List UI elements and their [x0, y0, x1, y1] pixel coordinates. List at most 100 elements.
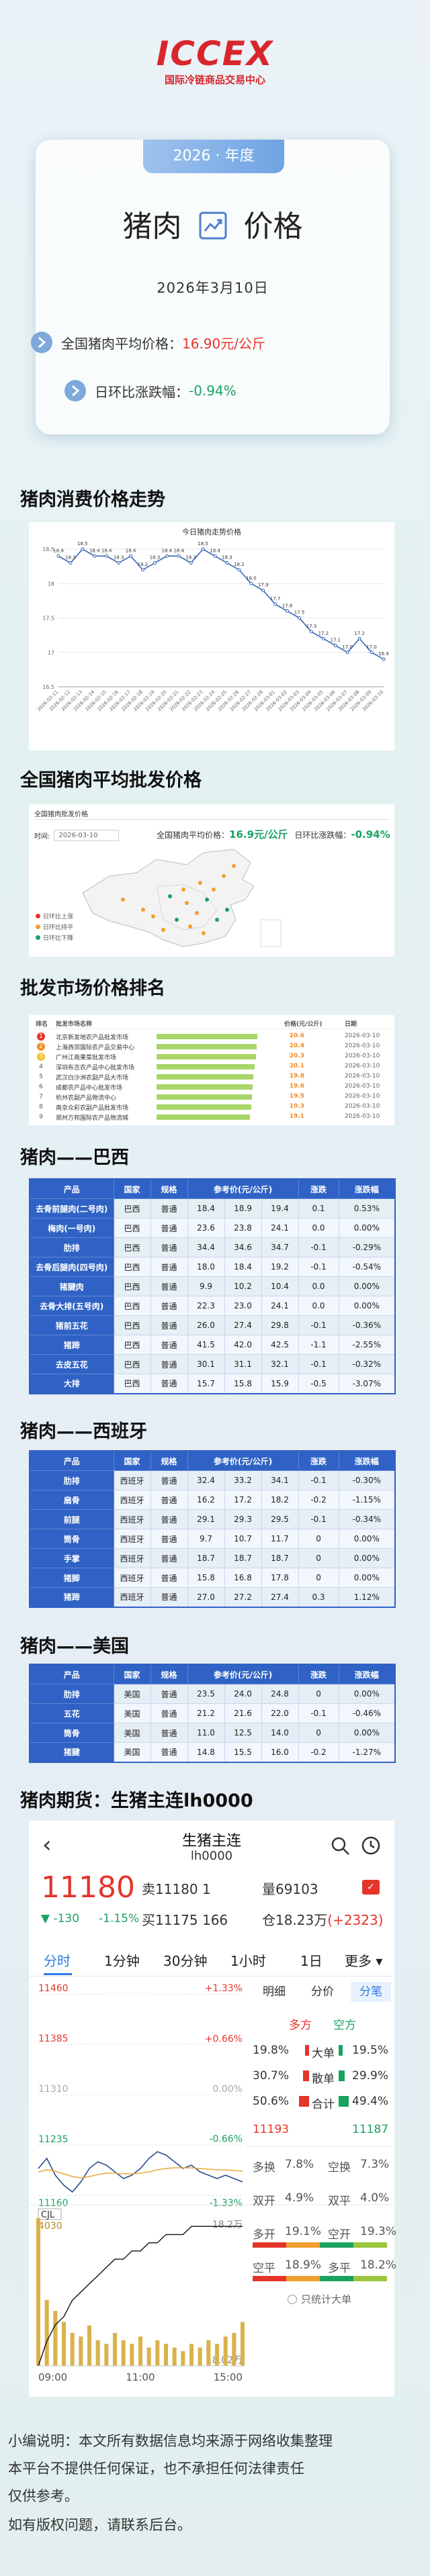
- panel-tab[interactable]: 明细: [263, 1985, 286, 1999]
- cell: 普通: [150, 1529, 188, 1549]
- stat-value: 18.9%: [285, 2258, 322, 2272]
- divider: [247, 2146, 392, 2147]
- section-heading: 猪肉消费价格走势: [20, 489, 165, 510]
- volume-bar: [232, 2332, 236, 2366]
- row: 猪腱 美国 普通 14.8 15.5 16.0 -0.2 -1.27%: [29, 1742, 396, 1762]
- price: 20.1: [289, 1063, 304, 1069]
- stat-name: 多换: [253, 2161, 275, 2175]
- panel-tab[interactable]: 分价: [311, 1985, 334, 1999]
- period-tab[interactable]: 1小时: [230, 1953, 266, 1969]
- volume-bar: [130, 2344, 134, 2366]
- cell: 1.12%: [338, 1587, 396, 1607]
- point-label: 18.4: [101, 548, 112, 553]
- product: 猪腱肉: [29, 1276, 114, 1296]
- cell: 巴西: [113, 1257, 151, 1277]
- futures-chart: 11460 11385 11310 11235 11160 +1.33% +0.66% 0.0…: [29, 1983, 394, 2383]
- panel-tab[interactable]: 分笔: [351, 1982, 391, 2002]
- point: [81, 547, 85, 551]
- volume-bar: [104, 2344, 109, 2366]
- search-icon[interactable]: [330, 1835, 350, 1856]
- title-right: 价格: [243, 209, 303, 244]
- point: [213, 554, 217, 558]
- cell: 11.7: [261, 1529, 299, 1549]
- cell: 18.0: [187, 1257, 225, 1277]
- short-bar: [339, 2096, 349, 2107]
- column-header: 价格(元/公斤): [284, 1021, 322, 1028]
- chart-icon: [199, 211, 226, 240]
- market-name: 北京新发地农产品批发市场: [56, 1035, 129, 1041]
- volume-bar: [61, 2322, 67, 2366]
- column-header: 参考价(元/公斤): [187, 1664, 299, 1684]
- market-name: 上海西郊国际农产品交易中心: [56, 1045, 135, 1051]
- point-label: 17.7: [270, 596, 281, 602]
- product: 手掌: [29, 1548, 114, 1568]
- point: [333, 644, 337, 647]
- column-header: 涨跌: [298, 1664, 339, 1684]
- cell: 24.8: [261, 1684, 299, 1704]
- history-icon[interactable]: [361, 1835, 381, 1856]
- point: [309, 630, 313, 634]
- product: 前腿: [29, 1509, 114, 1529]
- short-pct: 29.9%: [352, 2069, 389, 2083]
- cell: 0.00%: [338, 1276, 396, 1296]
- y-tick-label: 18: [48, 581, 54, 587]
- period-tab[interactable]: 1分钟: [104, 1953, 140, 1969]
- date: 2026-03-10: [345, 1113, 380, 1120]
- row: 筒骨 西班牙 普通 9.7 10.7 11.7 0 0.00%: [29, 1529, 396, 1549]
- point: [140, 568, 144, 572]
- date-input[interactable]: 2026-03-10: [54, 830, 119, 841]
- cell: -0.34%: [338, 1509, 396, 1529]
- long-bar: [298, 2096, 309, 2107]
- cell: 普通: [150, 1257, 188, 1277]
- alert-icon[interactable]: ✓: [362, 1880, 380, 1895]
- cell: 美国: [113, 1723, 151, 1743]
- point-label: 18.2: [138, 562, 148, 567]
- cell: -0.1: [298, 1257, 339, 1277]
- cell: 23.8: [224, 1218, 262, 1238]
- period-tab[interactable]: 30分钟: [163, 1953, 208, 1969]
- cell: 10.7: [224, 1529, 262, 1549]
- volume-bar: [155, 2340, 160, 2366]
- rank: 8: [39, 1104, 43, 1110]
- product: 肋排: [29, 1470, 114, 1490]
- cell: 12.5: [224, 1723, 262, 1743]
- cell: 10.4: [261, 1276, 299, 1296]
- card-date: 2026年3月10日: [157, 280, 269, 296]
- change-value: -0.94%: [351, 828, 390, 841]
- cell: 27.4: [224, 1315, 262, 1335]
- bullet-icon: [31, 332, 52, 353]
- avg-row: 全国猪肉平均价格： 16.90元/公斤: [30, 331, 265, 354]
- market-name: 杭州农副产品物流中心: [56, 1095, 117, 1102]
- cell: 0: [298, 1684, 339, 1704]
- volume-bar: [70, 2332, 75, 2366]
- product: 筒骨: [29, 1723, 114, 1743]
- cell: 美国: [113, 1742, 151, 1762]
- bullet-icon: [64, 380, 86, 401]
- row: 猪蹄 西班牙 普通 27.0 27.2 27.4 0.3 1.12%: [29, 1587, 396, 1607]
- point: [357, 636, 361, 640]
- long-pct: 30.7%: [253, 2069, 290, 2083]
- only-large: 只统计大单: [301, 2293, 352, 2305]
- cell: 34.6: [224, 1237, 262, 1257]
- cell: 14.0: [261, 1723, 299, 1743]
- product: 猪蹄: [29, 1587, 114, 1607]
- side-long: 多方: [289, 2019, 312, 2032]
- stat-name: 空换: [328, 2161, 351, 2175]
- point-label: 18.5: [77, 541, 88, 546]
- back-button[interactable]: ‹: [42, 1831, 52, 1858]
- period-tab[interactable]: 更多 ▾: [345, 1953, 383, 1969]
- period-tab[interactable]: 1日: [300, 1953, 322, 1969]
- cell: 普通: [150, 1684, 188, 1704]
- futures-screenshot: ‹ 生猪主连 lh0000 11180 卖11180 1 量69103 ✓ ▼ …: [29, 1821, 396, 2397]
- column-header: 涨跌: [298, 1450, 339, 1471]
- bar: [157, 1054, 256, 1059]
- point-label: 18.4: [126, 548, 136, 553]
- ranking-card: 排名 批发市场名称 价格(元/公斤) 日期 1 北京新发地农产品批发市场 20.6 2026-…: [29, 1015, 394, 1125]
- cell: 0: [298, 1723, 339, 1743]
- period-tab[interactable]: 分时: [44, 1953, 71, 1969]
- point: [201, 547, 205, 551]
- cell: 巴西: [113, 1276, 151, 1296]
- cell: 22.3: [187, 1296, 225, 1316]
- cell: 21.6: [224, 1703, 262, 1723]
- cell: -0.1: [298, 1315, 339, 1335]
